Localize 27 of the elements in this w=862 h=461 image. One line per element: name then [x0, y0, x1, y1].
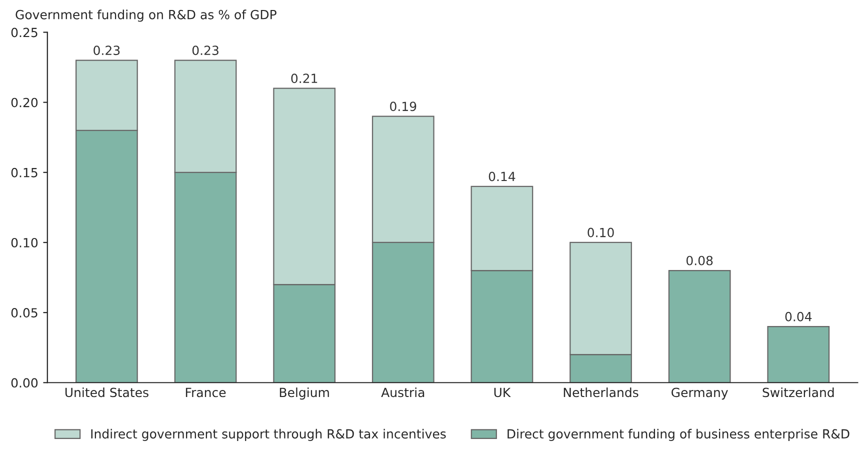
- x-tick-label: Switzerland: [762, 387, 834, 398]
- total-label: 0.10: [588, 228, 614, 238]
- x-tick-label: Netherlands: [564, 387, 638, 398]
- total-label: 0.19: [390, 102, 416, 112]
- total-label: 0.23: [94, 46, 120, 56]
- bar: [767, 326, 830, 383]
- y-axis-title: Government funding on R&D as % of GDP: [16, 10, 276, 22]
- total-label: 0.21: [291, 74, 318, 84]
- x-tick-label: UK: [494, 388, 511, 398]
- legend-label: Direct government funding of business enterprise R&D: [508, 428, 850, 442]
- legend-label: Indirect government support through R&D tax incentives: [91, 428, 446, 442]
- y-tick-label: 0.15: [11, 168, 38, 178]
- x-tick-label: Germany: [672, 388, 728, 400]
- bar: [668, 270, 731, 383]
- x-tick-label: Belgium: [280, 387, 329, 400]
- x-tick-label: Austria: [381, 387, 424, 398]
- total-label: 0.08: [686, 256, 713, 266]
- y-tick-label: 0.05: [11, 308, 38, 318]
- total-label: 0.14: [488, 172, 516, 182]
- y-tick-label: 0.00: [11, 378, 38, 388]
- total-label: 0.04: [785, 312, 812, 322]
- y-tick-label: 0.25: [11, 28, 38, 38]
- total-label: 0.23: [192, 46, 218, 56]
- y-tick-label: 0.10: [11, 238, 38, 248]
- x-tick-label: United States: [65, 387, 148, 398]
- y-tick-label: 0.20: [11, 98, 38, 108]
- x-tick-label: France: [186, 388, 226, 398]
